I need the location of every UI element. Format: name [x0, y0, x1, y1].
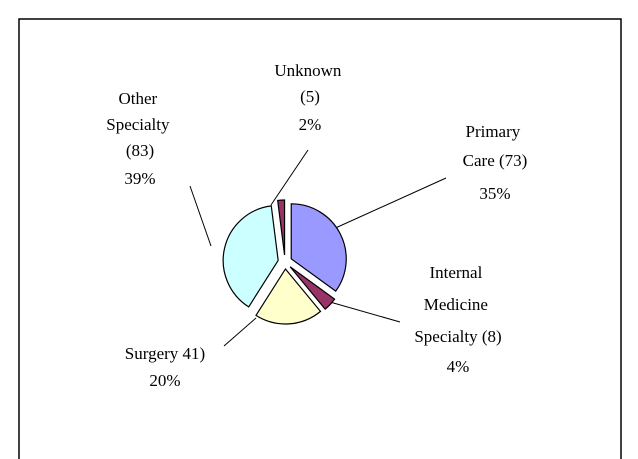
slice-label: Unknown (5): [274, 61, 345, 106]
value-label: 4%: [447, 357, 470, 376]
leader-line: [223, 317, 257, 347]
pie-slice: [290, 203, 347, 292]
slice-label: Primary Care (73): [463, 122, 528, 170]
leader-line: [189, 185, 212, 247]
leader-lines: [189, 149, 447, 347]
leader-line: [270, 149, 309, 206]
pie-slice: [276, 199, 286, 256]
slice-label: Other Specialty (83): [106, 89, 174, 160]
pie-slice: [222, 205, 279, 308]
value-label: 20%: [149, 371, 180, 390]
slice-label: Internal Medicine Specialty (8): [414, 263, 501, 346]
value-label: 39%: [124, 169, 155, 188]
pie-slice: [289, 266, 336, 311]
value-label: 35%: [479, 184, 510, 203]
pie-slice: [255, 267, 322, 325]
slice-label: Surgery 41): [125, 344, 205, 363]
value-label: 2%: [299, 115, 322, 134]
leader-line: [322, 299, 401, 323]
leader-line: [330, 177, 447, 231]
